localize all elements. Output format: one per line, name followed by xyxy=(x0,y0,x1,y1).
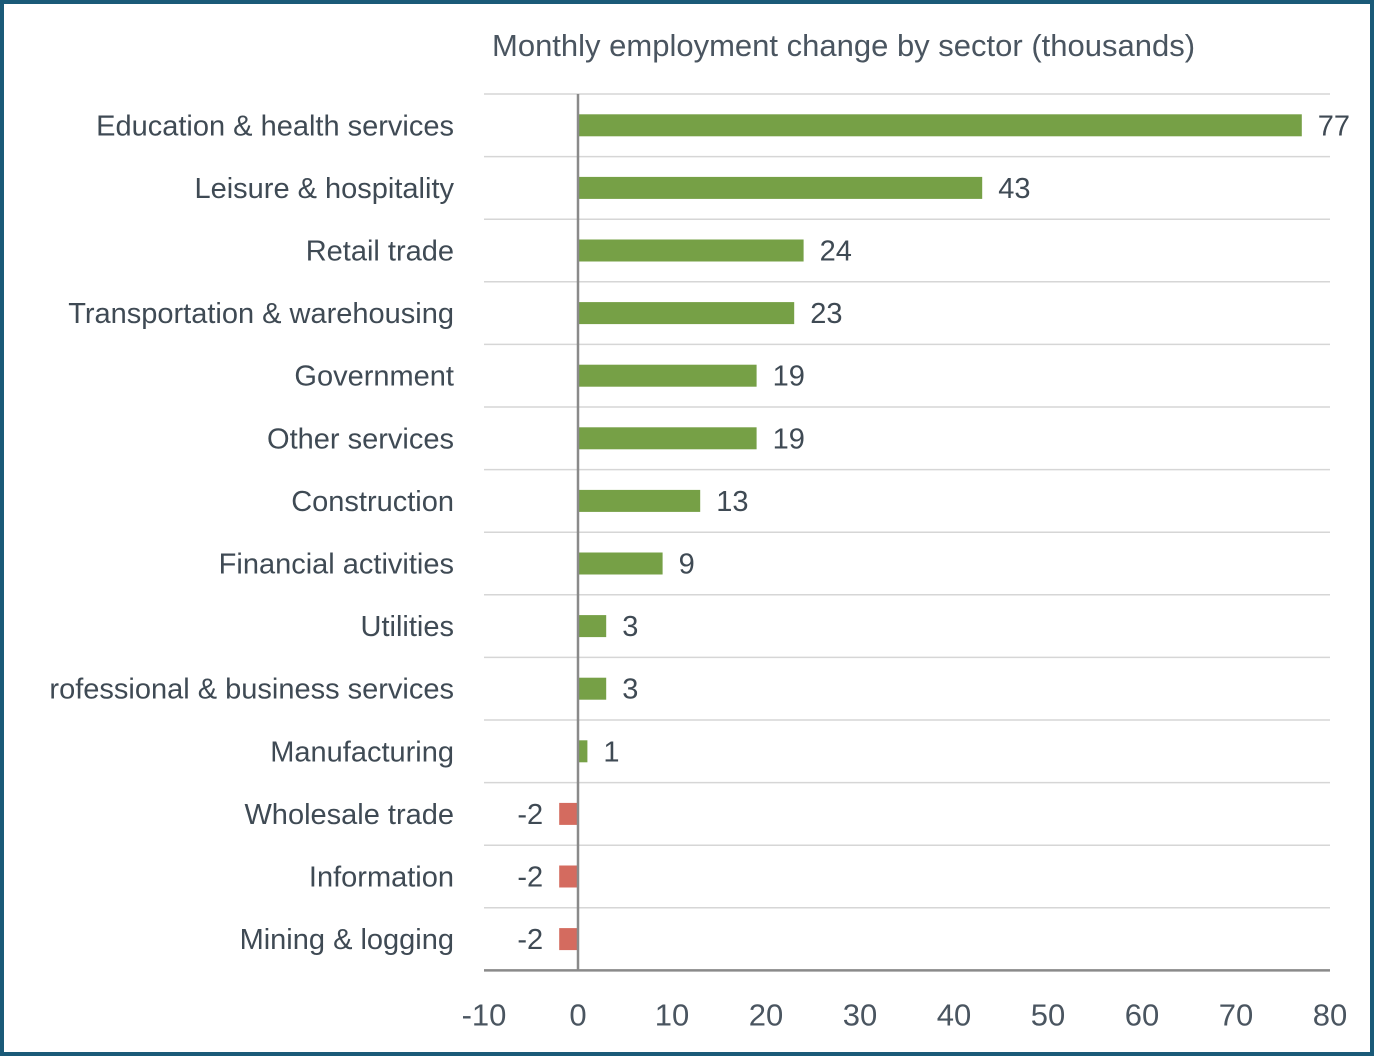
category-label: Retail trade xyxy=(306,236,454,268)
category-label: rofessional & business services xyxy=(49,674,454,706)
category-label: Mining & logging xyxy=(240,924,454,956)
x-tick-label: 40 xyxy=(937,997,971,1032)
bar-chart: 77 Education & health services 43 Leisure &… xyxy=(49,93,1350,1032)
data-label: 24 xyxy=(820,236,852,268)
category-label: Leisure & hospitality xyxy=(194,173,454,205)
data-label: 13 xyxy=(716,486,748,518)
chart-title: Monthly employment change by sector (tho… xyxy=(492,28,1196,63)
x-tick-label: 60 xyxy=(1125,997,1159,1032)
gridlines xyxy=(484,93,1330,909)
category-label: Information xyxy=(309,862,454,894)
x-tick-label: 20 xyxy=(749,997,783,1032)
x-tick-label: -10 xyxy=(462,997,507,1032)
x-tick-label: 80 xyxy=(1313,997,1347,1032)
category-label: Education & health services xyxy=(96,110,454,142)
bar xyxy=(559,928,578,951)
category-label: Other services xyxy=(267,423,454,455)
bar xyxy=(578,677,607,700)
bar xyxy=(559,802,578,825)
bar xyxy=(578,552,663,575)
x-tick-label: 50 xyxy=(1031,997,1065,1032)
data-label: 77 xyxy=(1318,110,1350,142)
bars xyxy=(559,114,1302,951)
data-label: 19 xyxy=(773,423,805,455)
labels: 77 Education & health services 43 Leisure &… xyxy=(49,110,1350,1032)
bar xyxy=(578,239,804,262)
category-label: Transportation & warehousing xyxy=(68,298,454,330)
category-label: Utilities xyxy=(361,611,454,643)
category-label: Government xyxy=(294,361,454,393)
data-label: 1 xyxy=(603,736,619,768)
x-tick-label: 70 xyxy=(1219,997,1253,1032)
data-label: -2 xyxy=(517,924,543,956)
bar xyxy=(578,489,701,512)
bar xyxy=(578,615,607,638)
data-label: 19 xyxy=(773,361,805,393)
data-label: -2 xyxy=(517,862,543,894)
data-label: 9 xyxy=(679,549,695,581)
bar xyxy=(578,302,795,325)
x-tick-label: 0 xyxy=(569,997,586,1032)
x-tick-label: 10 xyxy=(655,997,689,1032)
data-label: -2 xyxy=(517,799,543,831)
bar xyxy=(578,427,757,450)
category-label: Construction xyxy=(291,486,454,518)
data-label: 3 xyxy=(622,674,638,706)
category-label: Manufacturing xyxy=(270,736,454,768)
bar xyxy=(578,364,757,387)
axes xyxy=(484,94,1330,972)
bar xyxy=(578,176,983,199)
x-tick-label: 30 xyxy=(843,997,877,1032)
data-label: 23 xyxy=(810,298,842,330)
bar xyxy=(578,740,588,763)
category-label: Wholesale trade xyxy=(244,799,454,831)
bar xyxy=(559,865,578,888)
bar xyxy=(578,114,1302,137)
data-label: 3 xyxy=(622,611,638,643)
data-label: 43 xyxy=(998,173,1030,205)
category-label: Financial activities xyxy=(219,549,454,581)
